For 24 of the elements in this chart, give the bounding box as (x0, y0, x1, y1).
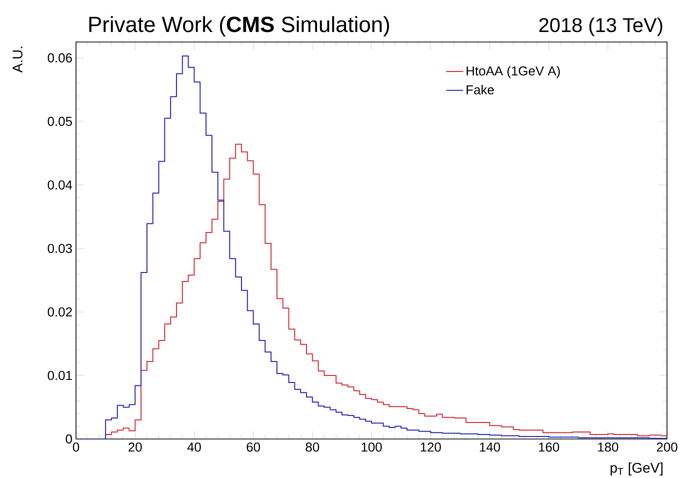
y-tick-label: 0.06 (48, 53, 72, 62)
x-tick-label: 180 (598, 442, 618, 452)
y-tick-label: 0 (66, 434, 72, 444)
y-tick-label: 0.03 (48, 244, 72, 254)
legend-label: Fake (466, 84, 494, 94)
x-axis-title: p$_{T}$ [GeV] (610, 462, 662, 476)
x-tick-label: 140 (480, 442, 500, 452)
x-tick-label: 100 (362, 442, 382, 452)
x-tick-label: 60 (246, 442, 260, 452)
text: 2018 (13 TeV) (539, 18, 662, 36)
y-axis-title: A.U. (12, 46, 22, 73)
y-tick-label: 0.04 (48, 180, 72, 190)
x-tick-label: 160 (538, 442, 560, 452)
x-tick-label: 0 (72, 442, 80, 452)
x-tick-label: 120 (420, 442, 441, 452)
x-tick-label: 40 (187, 442, 201, 452)
x-tick-label: 80 (306, 442, 320, 452)
y-tick-label: 0.02 (48, 307, 72, 317)
chart-title: Private Work (CMS Simulation) (89, 16, 389, 37)
x-tick-label: 200 (656, 442, 678, 452)
y-tick-label: 0.01 (48, 370, 72, 380)
x-tick-label: 20 (128, 442, 142, 452)
legend-label: HtoAA (1GeV A) (466, 66, 560, 78)
y-tick-label: 0.05 (48, 116, 72, 126)
